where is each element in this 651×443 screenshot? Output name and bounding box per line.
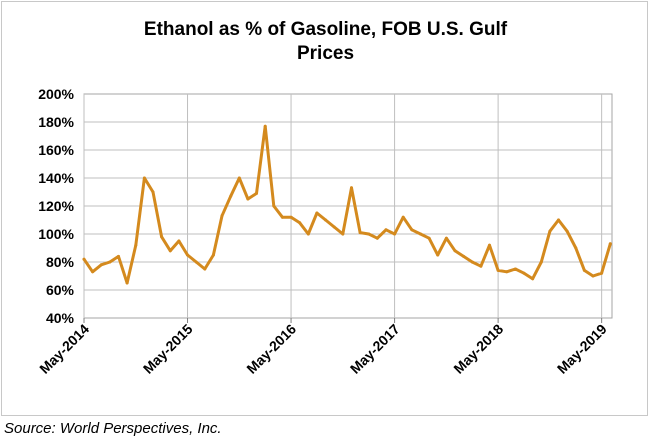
data-point — [393, 232, 397, 236]
data-point — [211, 253, 215, 257]
data-point — [280, 215, 284, 219]
source-note: Source: World Perspectives, Inc. — [4, 420, 222, 437]
y-tick-label: 100% — [38, 226, 74, 242]
x-tick-label: May-2016 — [243, 321, 299, 377]
data-point — [574, 246, 578, 250]
data-point — [548, 229, 552, 233]
data-point — [479, 264, 483, 268]
data-point — [565, 229, 569, 233]
y-tick-label: 140% — [38, 170, 74, 186]
data-point — [324, 218, 328, 222]
data-point — [82, 257, 86, 261]
data-point — [168, 249, 172, 253]
data-point — [453, 249, 457, 253]
data-point — [194, 260, 198, 264]
data-point — [522, 271, 526, 275]
data-point — [513, 267, 517, 271]
x-tick-label: May-2018 — [450, 321, 506, 377]
data-point — [160, 235, 164, 239]
x-tick-label: May-2015 — [140, 321, 196, 377]
data-point — [142, 176, 146, 180]
data-point — [99, 263, 103, 267]
line-chart: 40% 60% 80% 100% 120% 140% 160% 180% 200% May-201… — [36, 86, 613, 377]
data-point — [341, 232, 345, 236]
data-point — [410, 228, 414, 232]
data-point — [496, 268, 500, 272]
y-tick-label: 120% — [38, 198, 74, 214]
data-point — [203, 267, 207, 271]
data-point — [134, 243, 138, 247]
y-tick-label: 80% — [46, 254, 75, 270]
data-point — [315, 211, 319, 215]
series-line — [82, 124, 612, 285]
data-point — [470, 260, 474, 264]
data-point — [108, 260, 112, 264]
data-point — [289, 215, 293, 219]
data-point — [177, 239, 181, 243]
y-tick-label: 200% — [38, 86, 74, 102]
data-point — [367, 232, 371, 236]
data-point — [91, 270, 95, 274]
data-point — [246, 197, 250, 201]
chart-title-line-2: Prices — [296, 43, 355, 64]
data-point — [531, 277, 535, 281]
data-point — [375, 236, 379, 240]
data-point — [427, 236, 431, 240]
y-tick-label: 40% — [46, 310, 75, 326]
y-tick-label: 160% — [38, 142, 74, 158]
data-point — [263, 124, 267, 128]
data-point — [125, 281, 129, 285]
y-tick-label: 180% — [38, 114, 74, 130]
data-point — [462, 254, 466, 258]
data-point — [358, 231, 362, 235]
data-point — [539, 260, 543, 264]
data-point — [229, 194, 233, 198]
data-point — [237, 176, 241, 180]
data-point — [419, 232, 422, 236]
data-point — [557, 218, 560, 222]
chart-title-line-1: Ethanol as % of Gasoline, FOB U.S. Gulf — [143, 19, 508, 40]
chart-frame — [1, 1, 648, 416]
data-point — [436, 253, 440, 257]
data-point — [306, 232, 310, 236]
data-point — [220, 214, 224, 218]
x-tick-label: May-2014 — [36, 321, 92, 377]
data-point — [272, 204, 276, 208]
data-point — [591, 274, 595, 278]
data-point — [582, 268, 586, 272]
data-point — [600, 271, 604, 275]
data-point — [151, 190, 155, 194]
data-point — [444, 236, 448, 240]
data-point — [117, 254, 120, 258]
chart-title: Ethanol as % of Gasoline, FOB U.S. Gulf … — [0, 18, 651, 66]
data-point — [255, 191, 258, 195]
data-point — [350, 186, 353, 190]
data-point — [505, 270, 509, 274]
data-point — [298, 221, 302, 225]
data-point — [608, 242, 612, 246]
data-point — [186, 253, 189, 257]
data-point — [332, 225, 336, 229]
y-tick-label: 60% — [46, 282, 75, 298]
x-tick-label: May-2019 — [554, 321, 610, 377]
data-point — [488, 243, 491, 247]
data-point — [401, 215, 405, 219]
data-point — [384, 228, 388, 232]
x-tick-label: May-2017 — [347, 321, 403, 377]
